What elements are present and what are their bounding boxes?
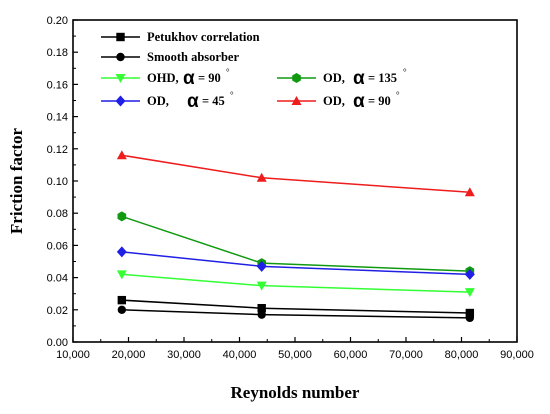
y-tick-label: 0.02 [47, 305, 68, 317]
legend-degree-sign: ° [226, 67, 230, 77]
legend-angle-value: = 90 [198, 71, 221, 85]
series-3 [117, 211, 475, 277]
legend-degree-sign: ° [230, 90, 234, 100]
data-point [257, 310, 266, 319]
data-point [117, 305, 127, 314]
x-tick-label: 90,000 [500, 349, 534, 361]
y-axis-ticks: 0.00 0.02 0.04 0.06 0.08 0.10 0.12 0.14 0.16 0.18… [47, 15, 78, 349]
y-tick-label: 0.20 [47, 15, 68, 27]
data-point [116, 270, 127, 280]
series-5 [116, 150, 475, 197]
legend-swatch-marker [292, 73, 301, 83]
x-tick-label: 30,000 [167, 349, 201, 361]
series-line [121, 154, 470, 194]
x-tick-label: 20,000 [112, 349, 146, 361]
series-2 [116, 270, 475, 298]
legend-item-4: OD, α = 45 ° [101, 90, 234, 112]
data-point [465, 313, 475, 323]
y-axis-title: Friction factor [7, 127, 26, 234]
data-point [464, 187, 475, 197]
x-tick-label: 40,000 [223, 349, 257, 361]
x-axis-title: Reynolds number [231, 383, 360, 402]
legend-alpha-symbol: α [353, 68, 365, 89]
legend-swatch-marker [291, 96, 302, 105]
y-tick-label: 0.06 [47, 240, 68, 252]
legend-angle-value: = 45 [202, 94, 225, 108]
legend-alpha-symbol: α [187, 91, 199, 112]
y-tick-label: 0.04 [47, 273, 68, 285]
series-line [121, 251, 470, 276]
legend-item-1: Smooth absorber [101, 50, 239, 64]
series-1 [117, 305, 475, 323]
legend-label: Petukhov correlation [147, 30, 260, 44]
legend-degree-sign: ° [403, 67, 407, 77]
legend-alpha-symbol: α [183, 68, 195, 89]
data-point [257, 303, 266, 313]
y-tick-label: 0.14 [47, 112, 68, 124]
series-line [121, 215, 470, 272]
y-tick-label: 0.18 [47, 47, 68, 59]
plot-frame [72, 19, 518, 343]
data-point [465, 308, 475, 318]
legend-label: OHD, [147, 71, 179, 85]
y-tick-label: 0.08 [47, 208, 68, 220]
x-tick-label: 50,000 [278, 349, 312, 361]
x-tick-label: 70,000 [389, 349, 423, 361]
series-4 [116, 246, 475, 280]
legend-label: OD, [323, 71, 345, 85]
legend-angle-value: = 90 [368, 94, 391, 108]
x-tick-label: 10,000 [56, 349, 90, 361]
legend-swatch-marker [116, 32, 125, 42]
legend-swatch-marker [115, 95, 126, 107]
legend-swatch-marker [115, 74, 126, 83]
y-tick-label: 0.16 [47, 79, 68, 91]
legend-label: Smooth absorber [147, 50, 239, 64]
series-layer [116, 150, 475, 323]
data-point [464, 288, 475, 298]
series-line [121, 273, 470, 293]
legend-label: OD, [147, 94, 169, 108]
y-tick-label: 0.12 [47, 144, 68, 156]
x-axis-ticks: 10,000 20,000 30,000 40,000 50,000 60,000 70,0… [56, 337, 534, 361]
series-0 [117, 295, 475, 318]
legend-alpha-symbol: α [353, 91, 365, 112]
series-line [121, 309, 470, 319]
data-point [116, 150, 127, 160]
legend-swatch-marker [116, 52, 125, 62]
data-point [117, 295, 127, 305]
data-point [116, 246, 127, 258]
data-point [117, 211, 127, 222]
x-tick-label: 60,000 [334, 349, 368, 361]
x-tick-label: 80,000 [445, 349, 479, 361]
legend-item-3: OD, α = 135 ° [277, 67, 407, 89]
y-tick-label: 0.10 [47, 176, 68, 188]
data-point [256, 172, 267, 182]
data-point [464, 268, 475, 280]
legend-item-5: OD, α = 90 ° [277, 90, 400, 112]
legend-angle-value: = 135 [368, 71, 397, 85]
data-point [256, 260, 267, 272]
data-point [256, 281, 267, 291]
legend-label: OD, [323, 94, 345, 108]
legend-item-2: OHD, α = 90 ° [101, 67, 230, 89]
legend-degree-sign: ° [396, 90, 400, 100]
legend: Petukhov correlation Smooth absorber OHD, α… [101, 30, 407, 112]
y-tick-label: 0.00 [47, 337, 68, 349]
legend-item-0: Petukhov correlation [101, 30, 260, 44]
